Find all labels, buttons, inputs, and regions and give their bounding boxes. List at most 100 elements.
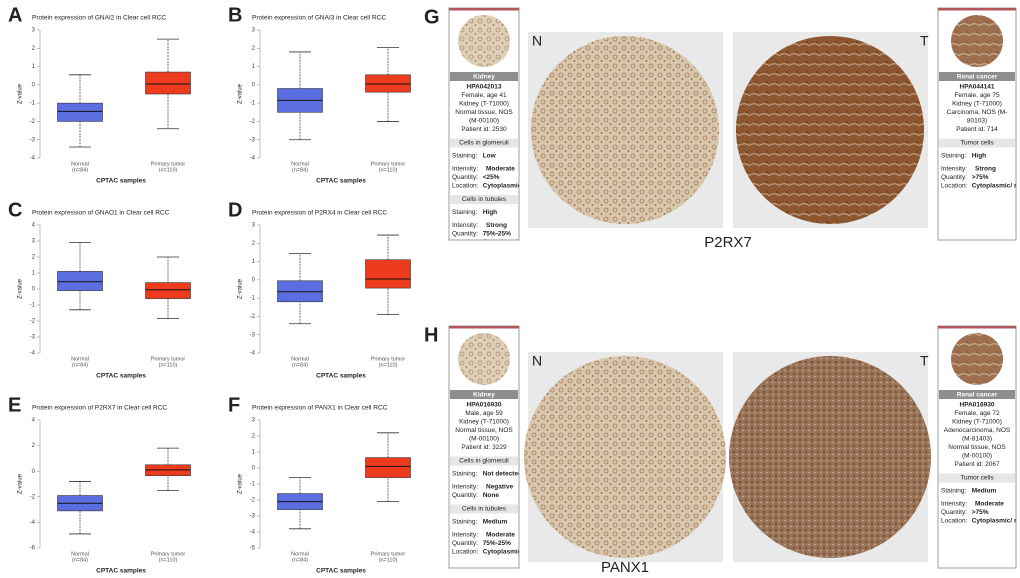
section-bg [450, 456, 518, 466]
sample-size: (n=84) [72, 362, 88, 368]
y-tick-label: 2 [32, 443, 36, 449]
panel-letter: D [228, 199, 242, 221]
y-tick-label: 1 [252, 64, 256, 70]
card-header: Renal cancer [957, 392, 998, 399]
patient-info: (M-81403) [962, 436, 992, 443]
field-label: Location: [941, 183, 968, 190]
patient-info: Patient id: 2530 [461, 126, 507, 133]
card-header: Renal cancer [957, 74, 998, 81]
patient-info: Kidney (T-71000) [459, 419, 509, 426]
field-value: Cytoplasmic/ membranous [483, 549, 566, 556]
card-header-bg [939, 390, 1015, 399]
field-value: High [972, 153, 986, 160]
section-title: Cells in tubules [462, 196, 507, 203]
y-tick-label: 3 [32, 28, 36, 34]
patient-info: Normal tissue, NOS [455, 427, 513, 434]
box-panel: B Protein expression of GNAI3 in Clear ce… [228, 4, 411, 185]
field-value: Cytoplasmic/ membranous [972, 518, 1020, 525]
field-value: Strong [975, 166, 996, 173]
y-tick-label: 1 [32, 64, 36, 70]
thumbnail [951, 15, 1003, 67]
chart-title: Protein expression of P2RX4 in Clear cel… [252, 210, 387, 217]
antibody-id: HPA016930 [467, 402, 502, 409]
y-tick-label: -1 [250, 101, 256, 107]
x-axis-label: CPTAC samples [316, 373, 366, 380]
section-title: Tumor cells [960, 475, 994, 482]
patient-info: Adenocarcinoma, NOS [944, 427, 1011, 434]
y-tick-label: 3 [252, 223, 256, 229]
y-tick-label: 2 [252, 241, 256, 247]
patient-info: Patient id: 3229 [461, 444, 507, 451]
field-label: Location: [941, 518, 968, 525]
section-bg [450, 504, 518, 514]
y-tick-label: 2 [252, 434, 256, 440]
field-label: Staining: [941, 153, 966, 160]
thumbnail [951, 333, 1003, 385]
x-axis-label: CPTAC samples [316, 178, 366, 185]
y-tick-label: 4 [32, 223, 36, 229]
patient-info: Normal tissue, NOS [455, 109, 513, 116]
card-header: Kidney [473, 74, 495, 81]
antibody-id: HPA044141 [960, 84, 995, 91]
field-value: <25% [483, 174, 500, 181]
y-tick-label: -4 [30, 156, 36, 162]
field-label: Staining: [452, 209, 477, 216]
y-tick-label: 0 [32, 287, 36, 293]
field-value: Low [483, 153, 497, 160]
field-label: Quantity: [452, 492, 478, 499]
y-tick-label: 0 [252, 277, 256, 283]
section-title: Cells in glomeruli [459, 140, 509, 147]
patient-info: Female, age 72 [954, 410, 1000, 417]
card-header-bg [450, 390, 518, 399]
card-topbar [938, 8, 1016, 11]
y-tick-label: -2 [30, 319, 36, 325]
tissue-core [736, 36, 924, 224]
y-axis-label: Z-value [18, 278, 24, 299]
x-tick-label: Normal [71, 356, 89, 362]
y-tick-label: -4 [250, 156, 256, 162]
field-value: Not detected [483, 471, 522, 478]
y-tick-label: 1 [252, 259, 256, 265]
field-label: Quantity: [452, 174, 478, 181]
y-tick-label: -4 [250, 530, 256, 536]
y-tick-label: -1 [250, 482, 256, 488]
x-tick-label: Normal [291, 161, 309, 167]
y-axis-label: Z-value [238, 278, 244, 299]
y-tick-label: -2 [250, 314, 256, 320]
y-tick-label: -3 [250, 332, 256, 338]
field-value: High [483, 209, 497, 216]
tissue-core [524, 356, 726, 558]
field-label: Location: [452, 239, 479, 246]
box-panel: D Protein expression of P2RX4 in Clear ce… [228, 199, 411, 380]
chart-title: Protein expression of GNAI3 in Clear cel… [252, 15, 386, 22]
y-tick-label: -3 [30, 335, 36, 341]
patient-info: Kidney (T-71000) [952, 101, 1002, 108]
field-label: Location: [452, 549, 479, 556]
y-axis-label: Z-value [18, 473, 24, 494]
field-value: Strong [486, 222, 507, 229]
field-label: Quantity: [452, 540, 478, 547]
y-axis-label: Z-value [238, 83, 244, 104]
box [145, 71, 191, 95]
box-panel: E Protein expression of P2RX7 in Clear ce… [8, 394, 191, 575]
section-bg [450, 138, 518, 148]
card-header-bg [450, 72, 518, 81]
x-tick-label: Normal [71, 161, 89, 167]
y-tick-label: 0 [252, 466, 256, 472]
y-tick-label: 0 [32, 469, 36, 475]
x-tick-label: Primary tumor [371, 356, 406, 362]
field-value: >75% [972, 509, 989, 516]
tissue-core [729, 356, 931, 558]
y-tick-label: 3 [252, 28, 256, 34]
chart-title: Protein expression of P2RX7 in Clear cel… [32, 405, 167, 412]
field-label: Intensity: [941, 166, 967, 173]
field-value: Cytoplasmic/ membranous [972, 183, 1020, 190]
patient-info: Kidney (T-71000) [952, 419, 1002, 426]
field-label: Quantity: [452, 231, 478, 238]
sample-size: (n=110) [159, 557, 178, 563]
section-title: Cells in glomeruli [459, 458, 509, 465]
card-topbar [449, 326, 519, 329]
field-value: Moderate [486, 166, 515, 173]
